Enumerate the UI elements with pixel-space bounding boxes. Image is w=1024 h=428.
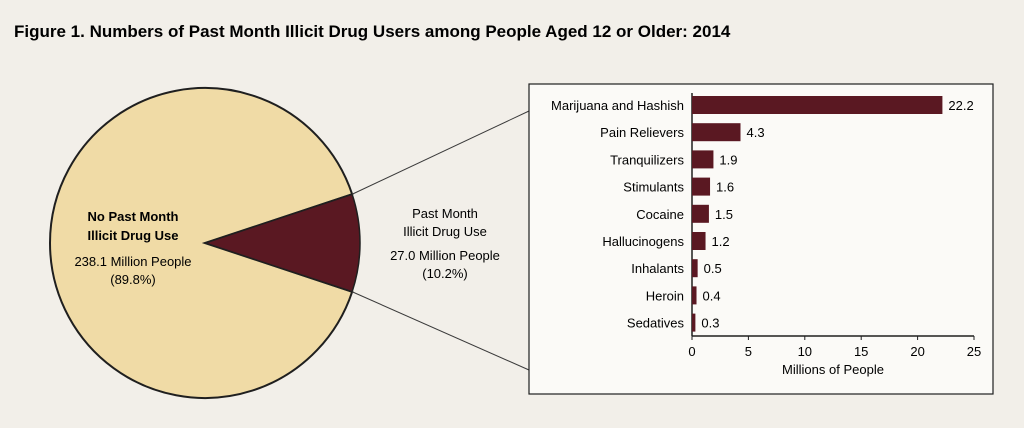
- bar: [692, 204, 709, 223]
- value-label: 1.6: [716, 180, 734, 195]
- category-label: Cocaine: [636, 207, 684, 222]
- category-label: Tranquilizers: [610, 152, 684, 167]
- bar: [692, 286, 697, 305]
- category-label: Heroin: [646, 288, 684, 303]
- x-tick-label: 0: [688, 344, 695, 359]
- category-label: Stimulants: [623, 180, 684, 195]
- x-axis-title: Millions of People: [782, 362, 884, 377]
- category-label: Sedatives: [627, 316, 685, 331]
- pie-major-label-line2: Illicit Drug Use: [87, 228, 178, 243]
- pie-slice-no-past-month: [49, 87, 354, 399]
- x-tick-label: 15: [854, 344, 868, 359]
- figure-title: Figure 1. Numbers of Past Month Illicit …: [14, 22, 731, 41]
- x-tick-label: 10: [798, 344, 812, 359]
- category-label: Marijuana and Hashish: [551, 98, 684, 113]
- bar: [692, 96, 943, 114]
- value-label: 1.2: [712, 234, 730, 249]
- pie-minor-amount: 27.0 Million People: [390, 248, 500, 263]
- value-label: 22.2: [948, 98, 973, 113]
- bar: [692, 259, 698, 278]
- x-tick-label: 25: [967, 344, 981, 359]
- bar: [692, 232, 706, 250]
- bar-chart-frame: [528, 83, 994, 395]
- category-label: Pain Relievers: [600, 125, 684, 140]
- bar: [692, 313, 696, 332]
- value-label: 0.5: [704, 261, 722, 276]
- connector-line-top: [351, 110, 530, 195]
- value-label: 1.9: [719, 152, 737, 167]
- pie-minor-percent: (10.2%): [422, 266, 468, 281]
- bar: [692, 150, 714, 169]
- value-label: 1.5: [715, 207, 733, 222]
- value-label: 4.3: [747, 125, 765, 140]
- pie-slice-past-month: [202, 193, 361, 293]
- pie-minor-label-line2: Illicit Drug Use: [403, 224, 487, 239]
- category-label: Hallucinogens: [602, 234, 684, 249]
- pie-to-bar-connectors: [351, 110, 530, 371]
- value-label: 0.4: [703, 288, 721, 303]
- pie-minor-label-line1: Past Month: [412, 206, 478, 221]
- bar: [692, 177, 711, 196]
- connector-line-bottom: [351, 291, 530, 371]
- pie-major-label-line1: No Past Month: [88, 209, 179, 224]
- bar-chart: Marijuana and Hashish 22.2 Pain Relievers 4…: [551, 93, 981, 377]
- pie-labels: No Past Month Illicit Drug Use 238.1 Mil…: [74, 206, 499, 287]
- pie-major-percent: (89.8%): [110, 272, 156, 287]
- category-label: Inhalants: [631, 261, 684, 276]
- pie-chart: [49, 87, 361, 399]
- bar: [692, 123, 741, 142]
- pie-major-amount: 238.1 Million People: [74, 254, 191, 269]
- x-tick-label: 20: [910, 344, 924, 359]
- value-label: 0.3: [701, 316, 719, 331]
- x-tick-label: 5: [745, 344, 752, 359]
- bar-chart-panel: Marijuana and Hashish 22.2 Pain Relievers 4…: [528, 83, 994, 395]
